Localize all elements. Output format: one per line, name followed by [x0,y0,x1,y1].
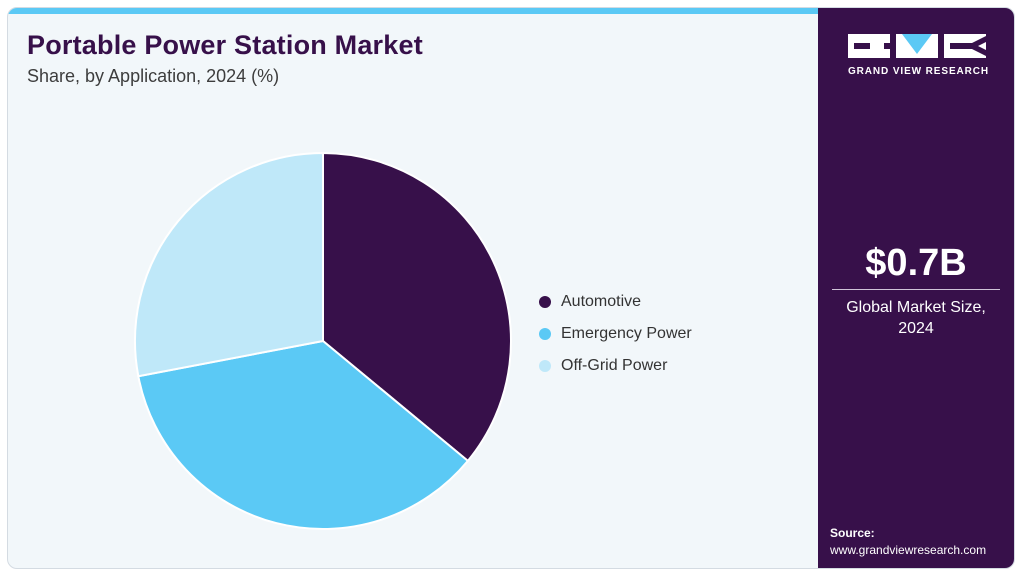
legend-label: Emergency Power [561,325,692,342]
chart-title: Portable Power Station Market [27,30,423,60]
market-size-panel: GRAND VIEW RESEARCH $0.7B Global Market … [818,8,1014,568]
logo-g-mark [848,34,890,58]
legend-swatch [539,296,551,308]
legend-item: Emergency Power [539,318,692,350]
logo-r-mark [944,34,986,58]
source-label: Source: [830,526,875,540]
legend-label: Off-Grid Power [561,357,668,374]
logo-marks [848,34,988,58]
logo-v-mark [896,34,938,58]
chart-panel: Portable Power Station Market Share, by … [8,8,818,568]
pie-slice-automotive [322,151,512,463]
accent-bar [8,8,818,14]
legend-label: Automotive [561,293,642,310]
legend-item: Automotive [539,286,692,318]
chart-subtitle: Share, by Application, 2024 (%) [27,66,280,86]
legend-item: Off-Grid Power [539,350,692,382]
pie-slice-off-grid-power [134,151,324,378]
source-link[interactable]: www.grandviewresearch.com [830,543,987,557]
legend-swatch [539,360,551,372]
pie-chart [134,151,512,530]
chart-legend: Automotive Emergency Power Off-Grid Power [539,286,692,382]
divider [832,289,1000,290]
report-card: Portable Power Station Market Share, by … [7,7,1015,569]
logo-text: GRAND VIEW RESEARCH [848,66,989,77]
market-caption: Global Market Size, 2024 [846,299,986,337]
market-value: $0.7B [865,242,967,284]
pie-slice-emergency-power [137,339,470,530]
legend-swatch [539,328,551,340]
gvr-logo-icon: GRAND VIEW RESEARCH [848,34,988,77]
